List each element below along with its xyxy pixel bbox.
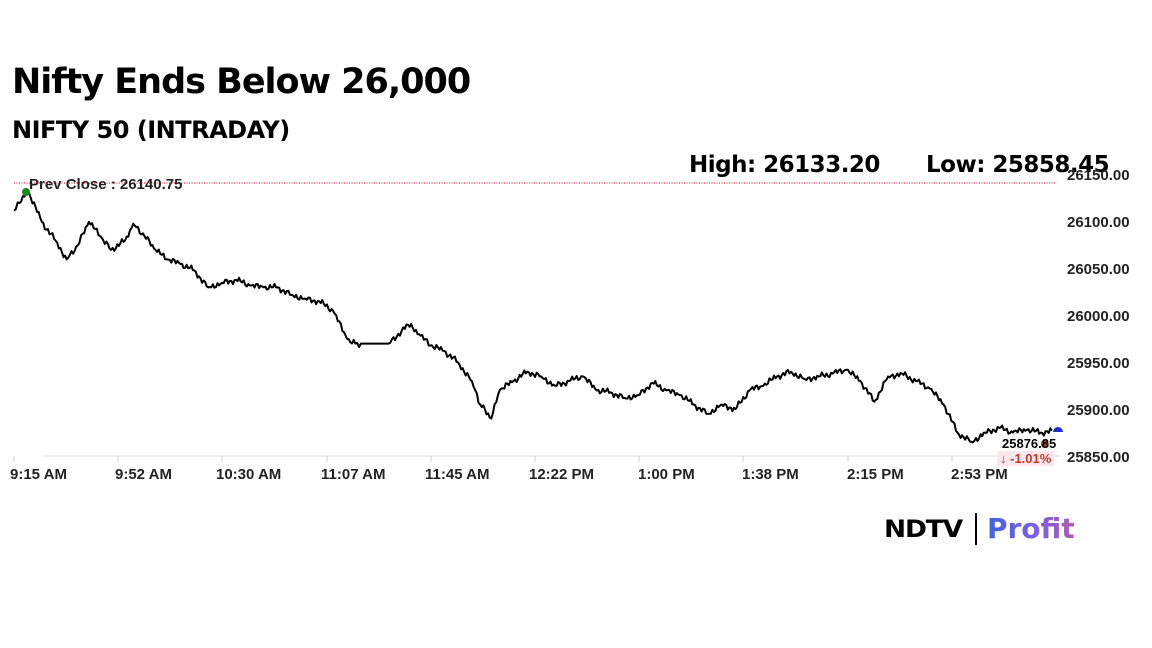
ndtv-wordmark: NDTV xyxy=(884,514,963,543)
ndtv-profit-logo: NDTV Profit xyxy=(884,512,1079,545)
y-tick-label: 25900.00 xyxy=(1067,402,1130,419)
x-tick-label: 9:52 AM xyxy=(115,466,172,483)
logo-divider xyxy=(974,512,977,545)
change-percent-badge: ↓ -1.01% xyxy=(997,451,1055,466)
prev-close-label: Prev Close : 26140.75 xyxy=(29,176,183,193)
chart-title: Nifty Ends Below 26,000 xyxy=(12,62,471,102)
start-point-marker xyxy=(22,188,30,196)
y-tick-label: 26100.00 xyxy=(1067,214,1130,231)
x-tick-label: 2:53 PM xyxy=(951,466,1008,483)
x-tick-label: 9:15 AM xyxy=(10,466,67,483)
last-price-label: 25876.85 xyxy=(1002,436,1057,451)
x-tick-label: 11:45 AM xyxy=(425,466,490,483)
x-axis-ticks xyxy=(13,456,953,462)
x-tick-label: 2:15 PM xyxy=(847,466,904,483)
price-series-line xyxy=(13,189,1053,444)
last-price-marker xyxy=(1040,440,1049,448)
y-tick-label: 26050.00 xyxy=(1067,261,1130,278)
y-tick-label: 26000.00 xyxy=(1067,308,1130,325)
day-low-label: Low: 25858.45 xyxy=(926,152,1110,178)
x-tick-label: 1:00 PM xyxy=(638,466,695,483)
x-tick-label: 1:38 PM xyxy=(742,466,799,483)
y-tick-label: 26150.00 xyxy=(1067,167,1130,184)
x-tick-label: 10:30 AM xyxy=(216,466,282,483)
chart-subtitle: NIFTY 50 (INTRADAY) xyxy=(12,116,290,144)
day-high-label: High: 26133.20 xyxy=(689,152,880,178)
y-tick-label: 25850.00 xyxy=(1067,449,1130,466)
end-point-marker xyxy=(1053,427,1063,432)
y-tick-label: 25950.00 xyxy=(1067,355,1130,372)
x-tick-label: 11:07 AM xyxy=(321,466,386,483)
x-tick-label: 12:22 PM xyxy=(529,466,595,483)
profit-wordmark: Profit xyxy=(983,512,1079,545)
